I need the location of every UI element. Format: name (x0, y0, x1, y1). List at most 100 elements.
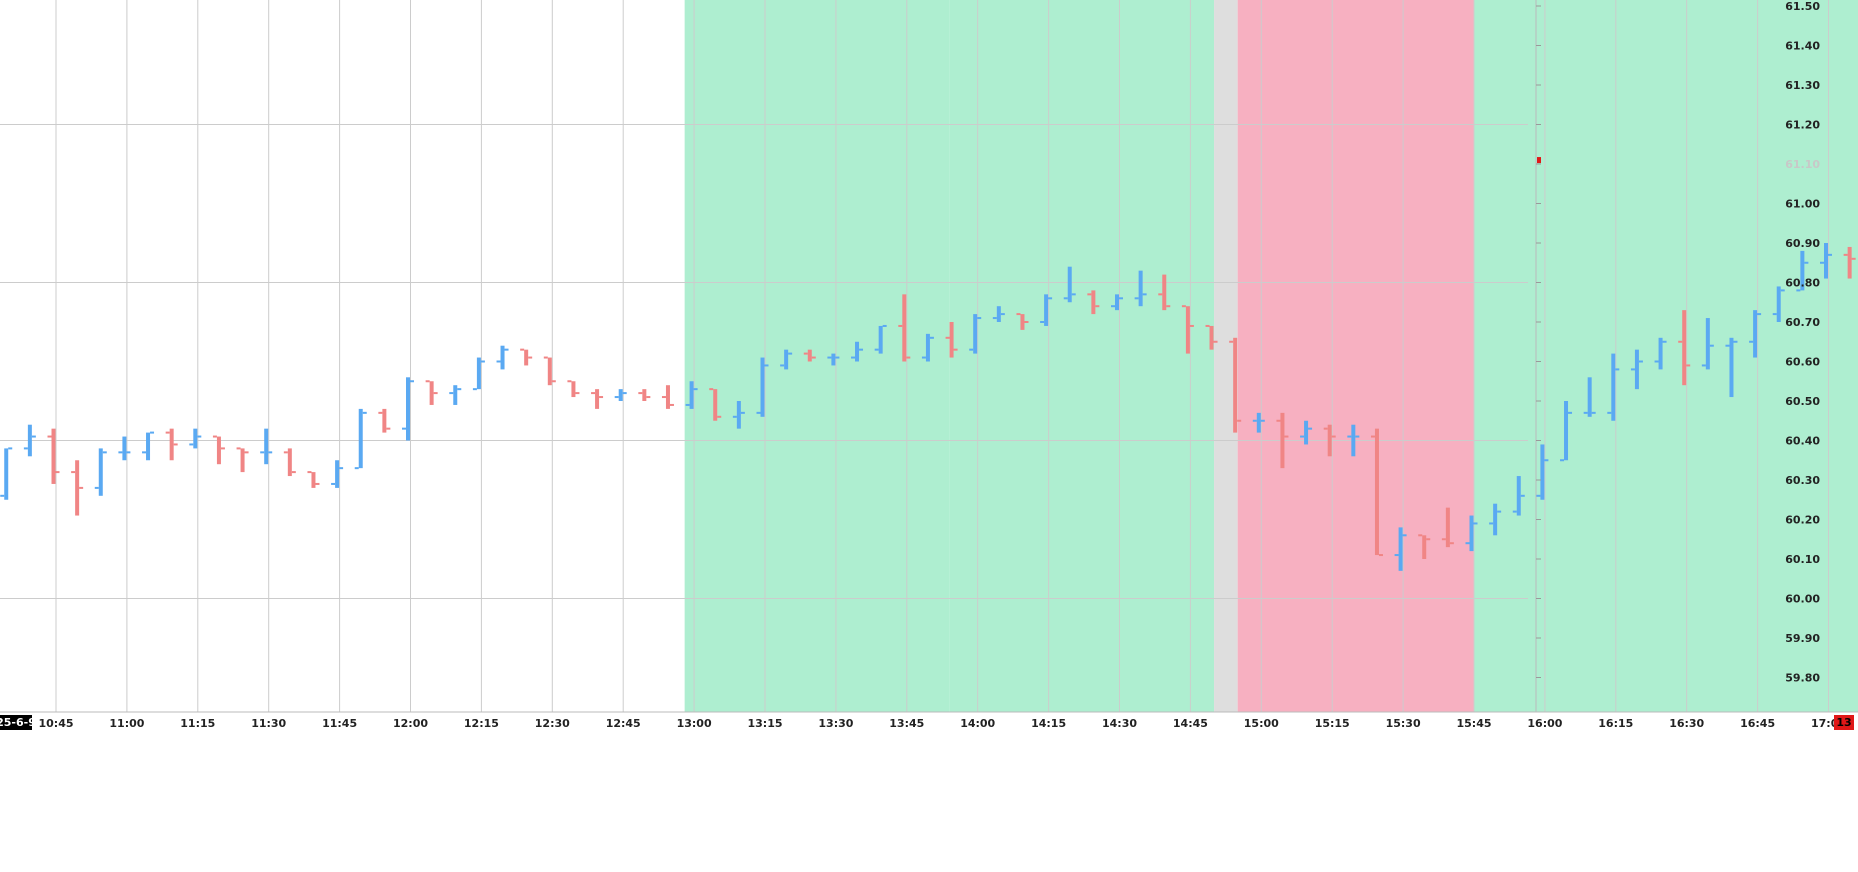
ohlc-bar[interactable] (780, 349, 793, 370)
ohlc-bar[interactable] (1323, 424, 1336, 457)
ohlc-bar[interactable] (1489, 503, 1502, 536)
ohlc-bar[interactable] (212, 435, 225, 465)
ohlc-bar[interactable] (0, 447, 13, 500)
zone-green-4 (1474, 0, 1858, 712)
ohlc-bar[interactable] (1630, 349, 1643, 390)
time-axis[interactable]: 25-6-9 10:45 11:00 11:15 11:30 11:45 12:00 12:… (0, 715, 1858, 730)
ohlc-bar[interactable] (236, 447, 249, 473)
ohlc-bar[interactable] (638, 389, 651, 401)
bar-open-tick (898, 324, 903, 327)
ohlc-bar[interactable] (1418, 534, 1431, 559)
ohlc-bar[interactable] (94, 448, 107, 496)
ohlc-bar[interactable] (1583, 377, 1596, 417)
price-axis[interactable]: 61.50 61.40 61.30 61.20 61.10 61.00 60.90 60.80… (1536, 0, 1820, 685)
ohlc-bar[interactable] (1536, 444, 1549, 500)
ohlc-bar[interactable] (1016, 313, 1029, 330)
ohlc-bar[interactable] (260, 428, 273, 465)
ohlc-bar[interactable] (992, 306, 1005, 322)
bar-range (1398, 527, 1403, 571)
ohlc-bar[interactable] (354, 408, 367, 470)
ohlc-bar[interactable] (1347, 424, 1360, 457)
ohlc-bar[interactable] (1134, 270, 1147, 307)
ohlc-bar[interactable] (1252, 412, 1265, 433)
ohlc-bar[interactable] (1749, 310, 1762, 358)
ohlc-bar[interactable] (1229, 337, 1242, 433)
ohlc-bar[interactable] (425, 380, 438, 405)
ohlc-bar[interactable] (307, 471, 320, 488)
ohlc-bar[interactable] (803, 349, 816, 362)
ohlc-bar[interactable] (1512, 476, 1525, 516)
ohlc-bar[interactable] (685, 381, 698, 409)
ohlc-bar[interactable] (1843, 246, 1856, 279)
ohlc-bar[interactable] (614, 389, 627, 401)
ohlc-bar[interactable] (1087, 290, 1100, 315)
ohlc-bar[interactable] (1607, 353, 1620, 421)
ohlc-bar[interactable] (496, 345, 509, 370)
time-tick-label: 12:30 (535, 717, 570, 730)
ohlc-bar[interactable] (874, 324, 887, 354)
ohlc-bar[interactable] (1678, 310, 1691, 386)
ohlc-bar[interactable] (378, 408, 391, 433)
bar-open-tick (1205, 324, 1210, 327)
ohlc-bar[interactable] (189, 428, 202, 449)
ohlc-bar[interactable] (1796, 250, 1809, 292)
ohlc-bar[interactable] (1205, 324, 1218, 350)
ohlc-bar[interactable] (661, 385, 674, 409)
ohlc-bar[interactable] (283, 448, 296, 477)
bar-open-tick (449, 392, 454, 395)
ohlc-bar[interactable] (1820, 243, 1832, 279)
ohlc-bar[interactable] (1111, 294, 1123, 311)
ohlc-bar[interactable] (1300, 420, 1313, 445)
ohlc-bar[interactable] (142, 431, 155, 461)
ohlc-bar[interactable] (520, 348, 533, 366)
ohlc-bar[interactable] (71, 460, 84, 516)
ohlc-bar[interactable] (118, 436, 131, 461)
ohlc-bar[interactable] (47, 428, 60, 484)
ohlc-bar[interactable] (449, 385, 462, 405)
bar-open-tick (142, 451, 147, 454)
ohlc-bar[interactable] (851, 341, 864, 362)
ohlc-bar[interactable] (1181, 305, 1194, 354)
ohlc-bar[interactable] (921, 333, 934, 362)
ohlc-bar[interactable] (1394, 527, 1407, 571)
ohlc-bar[interactable] (1063, 266, 1076, 303)
ohlc-bar[interactable] (1560, 401, 1573, 462)
ohlc-bar[interactable] (1040, 294, 1053, 326)
ohlc-bar[interactable] (732, 401, 745, 429)
ohlc-bar[interactable] (969, 314, 982, 354)
ohlc-bar[interactable] (1158, 274, 1171, 311)
ohlc-bar[interactable] (1654, 337, 1667, 370)
ohlc-bar[interactable] (591, 389, 604, 409)
ohlc-bar[interactable] (1441, 507, 1454, 548)
bar-close-tick (1449, 542, 1454, 545)
ohlc-bar[interactable] (709, 388, 722, 421)
ohlc-bar[interactable] (1276, 412, 1289, 469)
ohlc-bar[interactable] (331, 460, 344, 488)
bar-close-tick (693, 388, 698, 391)
bar-range (595, 389, 600, 409)
ohlc-bar[interactable] (1370, 428, 1383, 557)
ohlc-bar[interactable] (543, 356, 556, 386)
bar-open-tick (1252, 419, 1257, 422)
ohlc-bar[interactable] (945, 322, 958, 358)
ohlc-bar[interactable] (898, 294, 911, 362)
ohlc-bar[interactable] (402, 377, 414, 441)
ohlc-bar[interactable] (827, 353, 840, 366)
ohlc-bar[interactable] (756, 357, 769, 417)
ohlc-bar[interactable] (23, 424, 36, 457)
ohlc-bar[interactable] (472, 357, 485, 391)
bar-range (27, 424, 32, 457)
ohlc-bar[interactable] (1701, 318, 1714, 370)
price-bars[interactable] (0, 140, 1858, 575)
ohlc-bar[interactable] (1725, 337, 1738, 398)
ohlc-bar[interactable] (1465, 515, 1478, 552)
bar-open-tick (1512, 510, 1517, 513)
bar-range (240, 448, 245, 473)
ohlc-bar[interactable] (567, 380, 580, 398)
ohlc-bar[interactable] (165, 428, 178, 461)
ohlc-bar[interactable] (1772, 286, 1785, 322)
bar-close-tick (1686, 364, 1691, 367)
bar-range (713, 389, 718, 421)
